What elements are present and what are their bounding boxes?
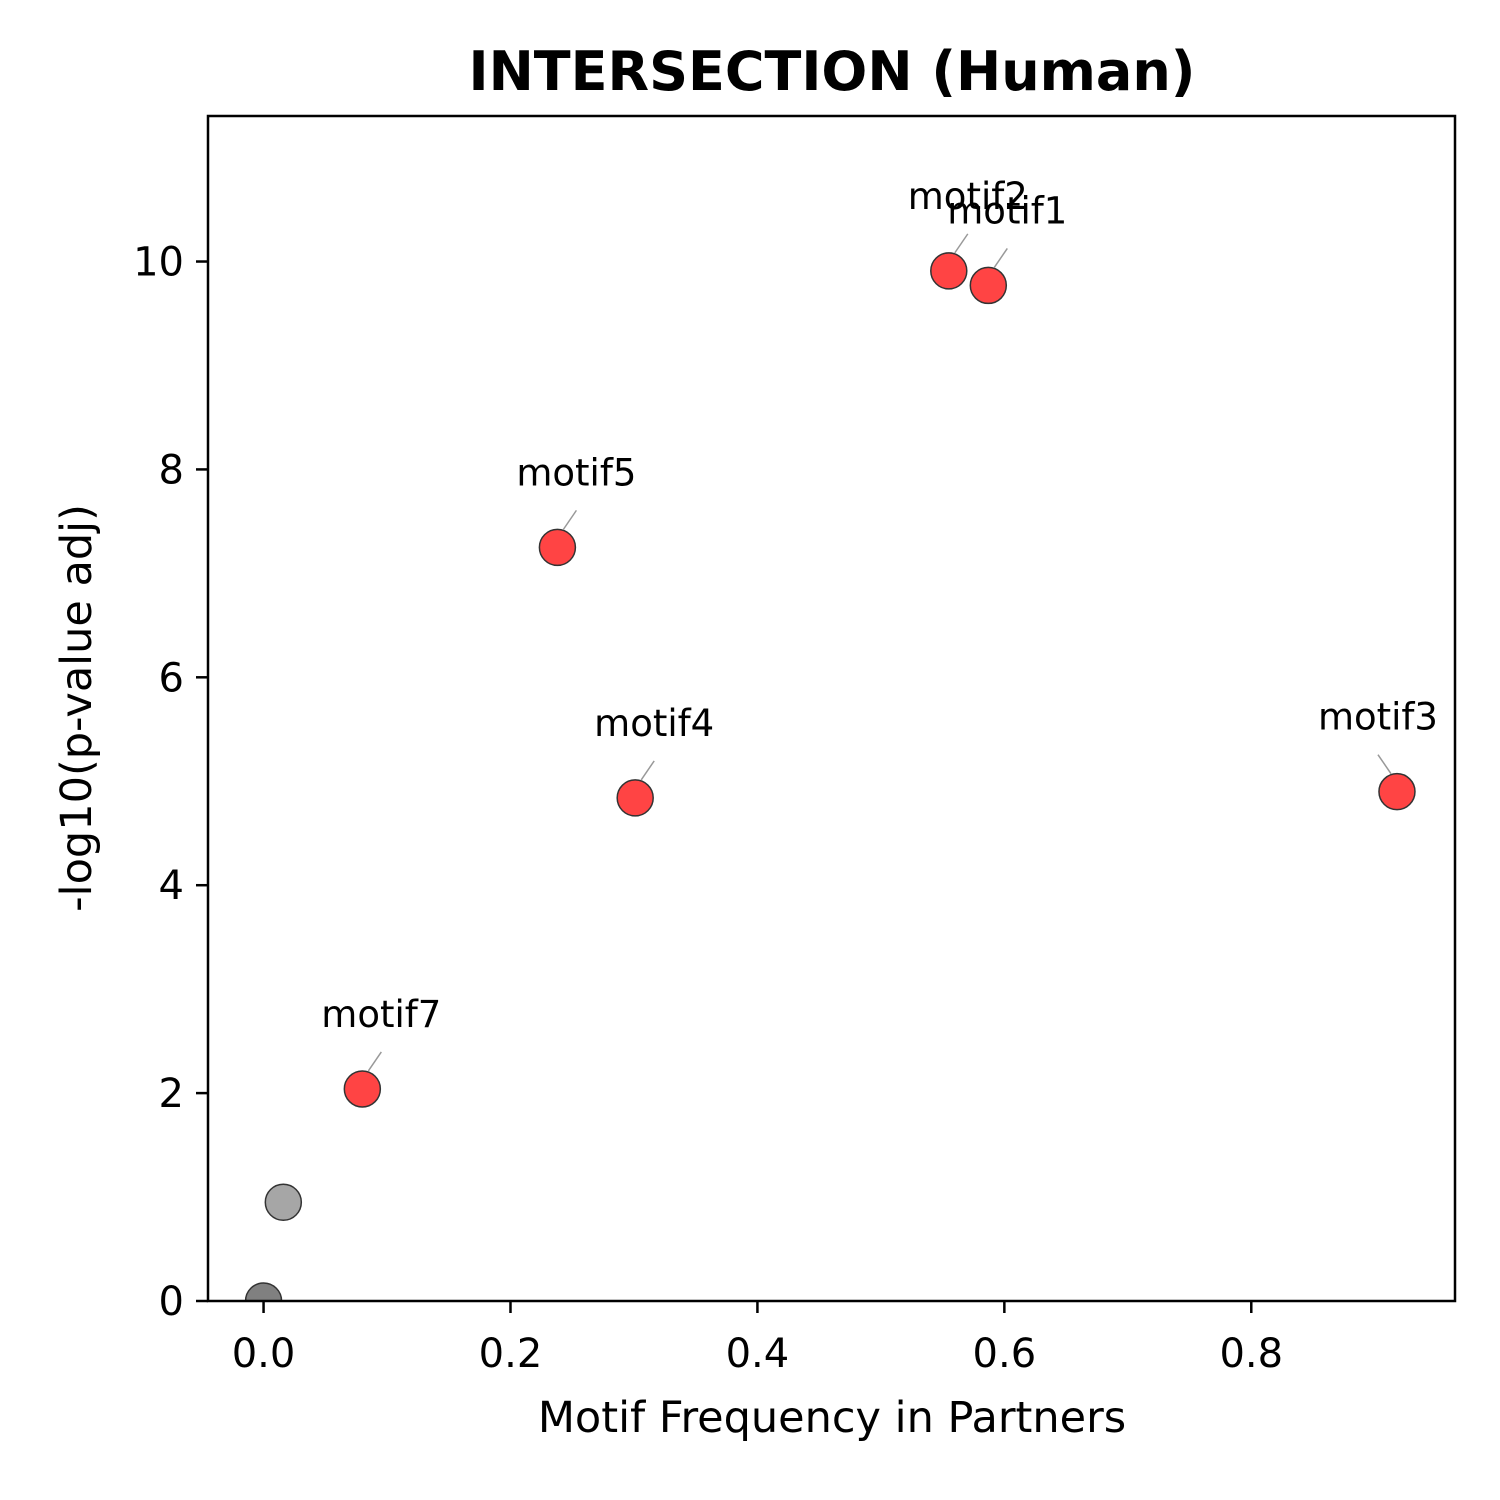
y-tick-label: 4 [159, 863, 184, 909]
data-point-nonsignificant [244, 1282, 283, 1301]
y-axis-label: -log10(p-value adj) [52, 504, 102, 912]
data-point-nonsignificant [264, 1183, 303, 1221]
x-tick-label: 0.0 [232, 1331, 296, 1377]
y-tick-label: 0 [159, 1279, 184, 1325]
data-point-significant [616, 779, 654, 817]
point-label: motif1 [947, 189, 1067, 232]
y-tick-label: 6 [159, 655, 184, 701]
data-point-significant [969, 266, 1008, 305]
point-label: motif7 [321, 993, 441, 1036]
x-tick-label: 0.6 [973, 1331, 1037, 1377]
points-layer [244, 252, 1416, 1301]
data-point-significant [1378, 772, 1416, 811]
leader-line [562, 509, 578, 530]
data-point-significant [538, 528, 577, 567]
x-tick-label: 0.8 [1219, 1331, 1283, 1377]
leader-line [954, 233, 969, 254]
chart-title: INTERSECTION (Human) [469, 40, 1196, 103]
leader-line [367, 1051, 382, 1072]
y-tick-label: 2 [159, 1071, 184, 1117]
plot-frame [206, 114, 1457, 1303]
data-point-significant [343, 1070, 382, 1108]
point-label: motif3 [1318, 696, 1438, 739]
data-point-significant [930, 252, 968, 290]
leader-line [640, 760, 655, 781]
point-label: motif2 [908, 175, 1028, 218]
leader-line [1377, 754, 1392, 775]
x-tick-label: 0.4 [726, 1331, 790, 1377]
point-label: motif4 [594, 702, 714, 745]
x-axis-label: Motif Frequency in Partners [538, 1393, 1126, 1443]
y-tick-label: 8 [159, 447, 184, 493]
x-tick-label: 0.2 [479, 1331, 543, 1377]
point-label: motif5 [516, 451, 636, 494]
y-tick-label: 10 [133, 240, 184, 286]
leader-line [993, 248, 1008, 268]
